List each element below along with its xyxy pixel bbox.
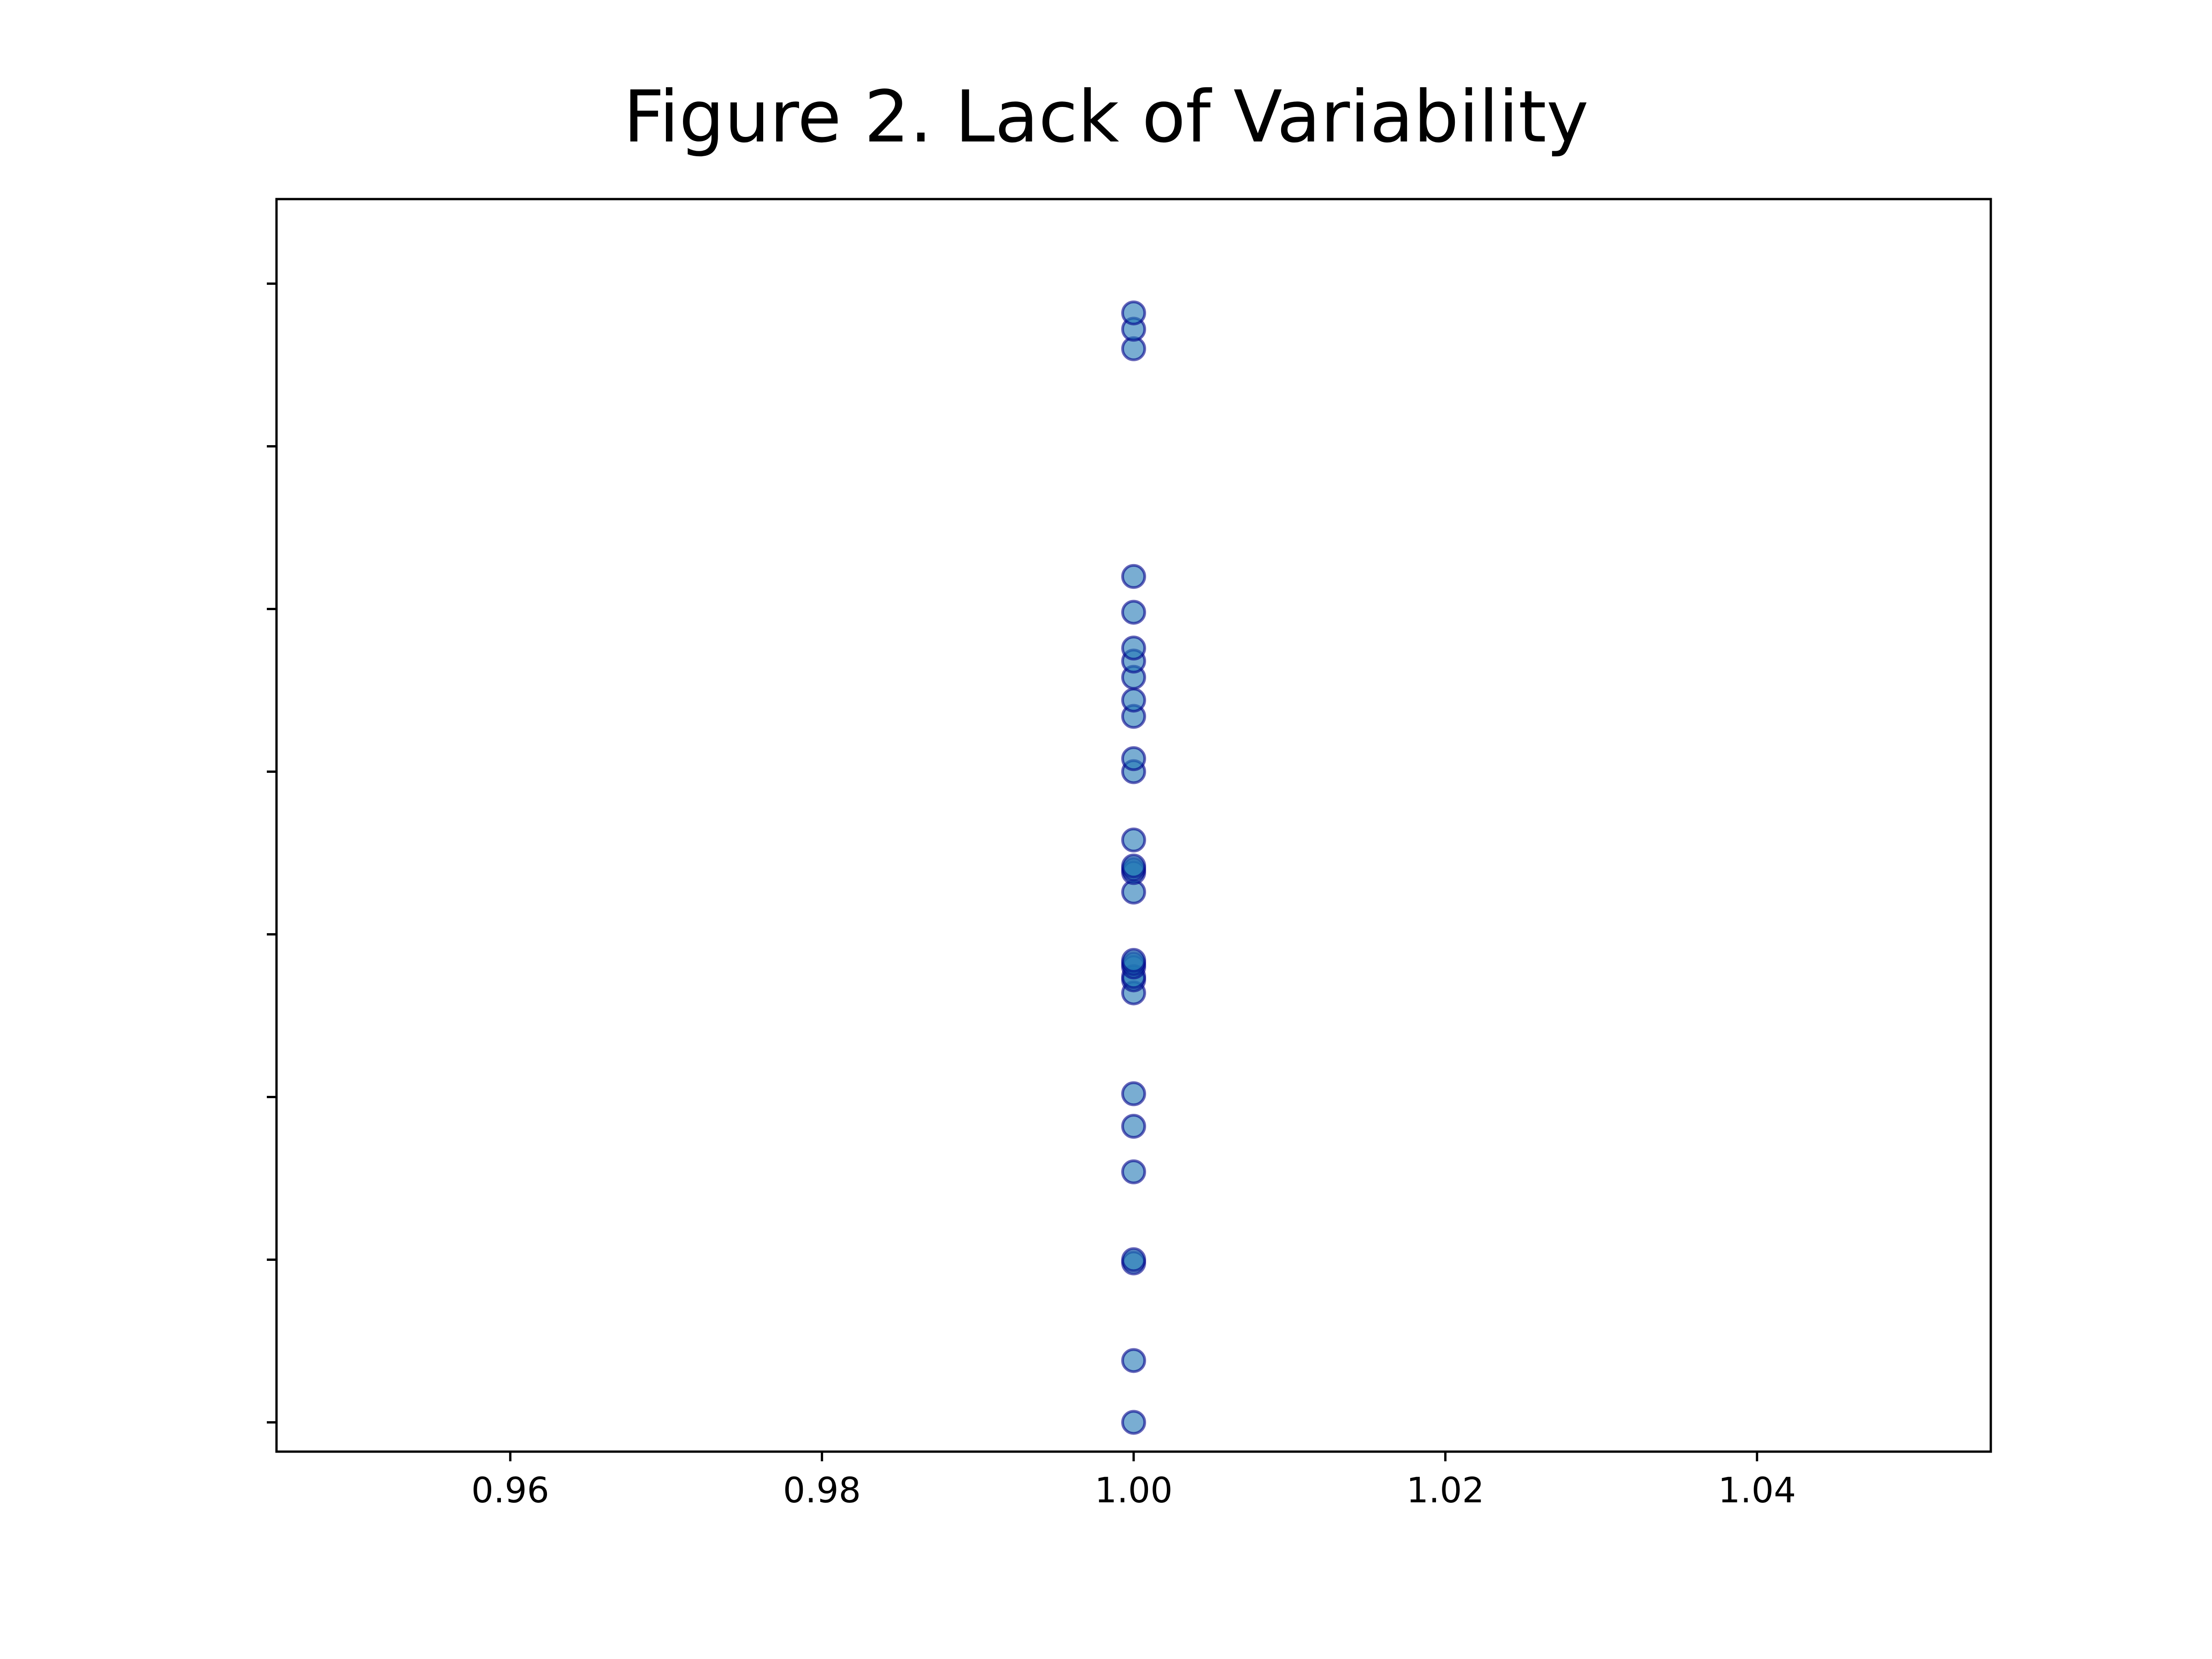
x-tick-label: 1.04 [1718,1470,1796,1511]
axes-frame [275,198,1992,1453]
plot-area [1121,300,1146,1435]
scatter-point [1121,1114,1146,1139]
x-tick-label: 1.02 [1406,1470,1484,1511]
scatter-point [1121,564,1146,589]
scatter-point [1121,746,1146,771]
scatter-point [1121,1159,1146,1184]
scatter-point [1121,827,1146,853]
scatter-point [1121,1410,1146,1435]
x-axis: 0.96 0.98 1.00 1.02 1.04 [471,1452,1796,1511]
scatter-point [1121,600,1146,625]
x-tick-label: 1.00 [1094,1470,1172,1511]
chart-title: Figure 2. Lack of Variability [624,75,1589,159]
y-axis [267,282,276,1424]
scatter-point [1121,1247,1146,1272]
scatter-point [1121,688,1146,713]
scatter-point [1121,853,1146,879]
x-tick-label: 0.98 [783,1470,861,1511]
scatter-point [1121,300,1146,326]
x-tick-label: 0.96 [471,1470,549,1511]
scatter-point [1121,1081,1146,1106]
scatter-point [1121,1348,1146,1373]
scatter-point [1121,947,1146,973]
scatter-point [1121,635,1146,661]
